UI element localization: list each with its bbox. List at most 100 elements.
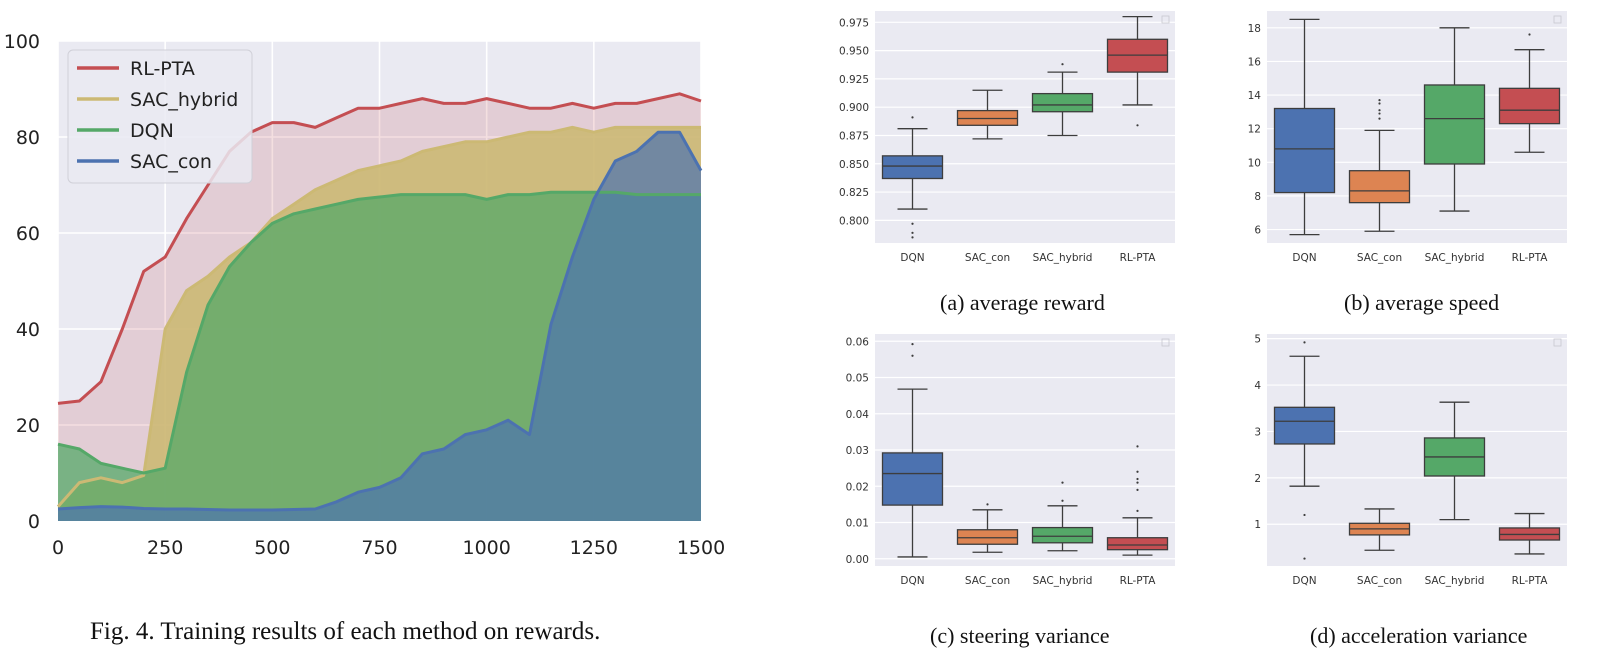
box-sac-hybrid (1423, 27, 1486, 212)
outlier-point (1061, 63, 1064, 66)
outlier-point (911, 116, 914, 119)
y-tick-label: 16 (1248, 56, 1262, 68)
x-tick-label: RL-PTA (1512, 575, 1549, 587)
x-tick-label: SAC_con (1357, 252, 1402, 264)
box-dqn (881, 116, 944, 239)
x-tick-label: SAC_con (1357, 575, 1402, 587)
line-sac-con (57, 130, 703, 512)
y-tick-label: 0.950 (839, 46, 869, 58)
x-tick-label: RL-PTA (1120, 575, 1157, 587)
area-sac-con (58, 132, 701, 521)
box-plot-average-speed: 6 8 10 12 14 16 18 DQN SAC_con SAC_hybrid RL-PTA (1248, 11, 1567, 264)
y-tick-label: 0.05 (846, 373, 869, 385)
outlier-point (1136, 481, 1139, 484)
outlier-point (1303, 557, 1306, 560)
caption-steering-variance: (c) steering variance (930, 623, 1110, 648)
legend-label-rl-pta: RL-PTA (130, 58, 195, 80)
outlier-point (1136, 509, 1139, 512)
figure-caption-left: Fig. 4. Training results of each method … (90, 618, 601, 645)
outlier-point (986, 503, 989, 506)
line-dqn (57, 190, 701, 475)
x-tick-label: 250 (147, 537, 183, 559)
legend-label-sac-con: SAC_con (130, 151, 212, 173)
y-tick-label: 40 (16, 319, 40, 341)
box-sac-hybrid (1031, 481, 1094, 552)
box-iqr (1423, 84, 1486, 165)
box-rl-pta (1106, 16, 1169, 127)
outlier-point (1061, 481, 1064, 484)
y-tick-label: 0.800 (839, 215, 869, 227)
legend-frame (67, 49, 253, 184)
outlier-point (1136, 124, 1139, 127)
x-tick-label: 1500 (677, 537, 725, 559)
x-tick-label: SAC_hybrid (1033, 252, 1093, 264)
x-tick-label: DQN (900, 252, 924, 264)
y-tick-label: 0.03 (846, 445, 869, 457)
y-tick-label: 10 (1248, 157, 1261, 169)
legend: RL-PTA SAC_hybrid DQN SAC_con (67, 49, 253, 184)
outlier-point (911, 343, 914, 346)
box-iqr (1273, 406, 1336, 445)
box-iqr (1031, 92, 1094, 113)
x-tick-label: 0 (52, 537, 64, 559)
x-tick-label: SAC_con (965, 575, 1010, 587)
caption-acceleration-variance: (d) acceleration variance (1310, 623, 1528, 648)
box-sac-con (956, 503, 1019, 553)
box-iqr (881, 155, 944, 180)
caption-average-reward: (a) average reward (940, 290, 1105, 315)
box-iqr (1273, 107, 1336, 194)
box-sac-con (1348, 99, 1411, 232)
outlier-point (1061, 499, 1064, 502)
box-plot-steering-variance: 0.00 0.01 0.02 0.03 0.04 0.05 0.06 DQN SAC_con SA… (846, 334, 1175, 587)
outlier-point (1136, 470, 1139, 473)
y-tick-label: 0.850 (839, 159, 869, 171)
outlier-point (1378, 117, 1381, 120)
legend-box-empty (1161, 338, 1170, 347)
y-tick-label: 0.875 (839, 130, 869, 142)
box-iqr (1031, 526, 1094, 544)
x-tick-label: DQN (1292, 252, 1316, 264)
box-dqn (1273, 341, 1336, 560)
y-tick-label: 0 (28, 511, 40, 533)
outlier-point (1303, 513, 1306, 517)
box-dqn (881, 343, 944, 558)
box-sac-con (956, 89, 1019, 140)
box-iqr (1106, 537, 1169, 551)
legend-box-empty (1161, 15, 1170, 24)
y-tick-label: 20 (16, 415, 40, 437)
training-rewards-chart: 0 250 500 750 1000 1250 1500 0 20 40 60 80 100 RL-PTA… (4, 31, 725, 559)
box-sac-con (1348, 508, 1411, 551)
box-rl-pta (1498, 512, 1561, 555)
y-tick-label: 14 (1248, 90, 1262, 102)
x-tick-label: 500 (254, 537, 290, 559)
line-rl-pta (57, 92, 702, 405)
outlier-point (911, 222, 914, 225)
outlier-point (1136, 477, 1139, 481)
x-tick-label: SAC_con (965, 252, 1010, 264)
box-iqr (956, 529, 1019, 545)
outlier-point (911, 231, 914, 234)
box-sac-hybrid (1031, 63, 1094, 137)
x-tick-label: 750 (361, 537, 397, 559)
y-tick-label: 0.00 (846, 554, 869, 566)
outlier-point (1378, 99, 1381, 102)
y-tick-label: 100 (4, 31, 40, 53)
outlier-point (911, 236, 914, 239)
y-tick-label: 0.02 (846, 481, 869, 493)
box-rl-pta (1498, 33, 1561, 153)
y-tick-label: 0.925 (839, 74, 869, 86)
box-plot-acceleration-variance: 1 2 3 4 5 DQN SAC_con SAC_hybrid RL-PTA (1254, 334, 1567, 587)
outlier-point (1378, 112, 1381, 115)
outlier-point (1136, 488, 1139, 491)
y-tick-label: 4 (1254, 380, 1261, 392)
line-sac-hybrid (56, 125, 701, 508)
outlier-point (1136, 445, 1139, 448)
outlier-point (1303, 341, 1306, 344)
box-iqr (1348, 170, 1411, 204)
outlier-point (1378, 109, 1381, 112)
x-tick-label: SAC_hybrid (1425, 252, 1485, 264)
outlier-point (1528, 33, 1531, 36)
caption-average-speed: (b) average speed (1344, 290, 1500, 315)
y-tick-label: 5 (1254, 334, 1261, 346)
y-tick-label: 0.01 (846, 518, 869, 530)
